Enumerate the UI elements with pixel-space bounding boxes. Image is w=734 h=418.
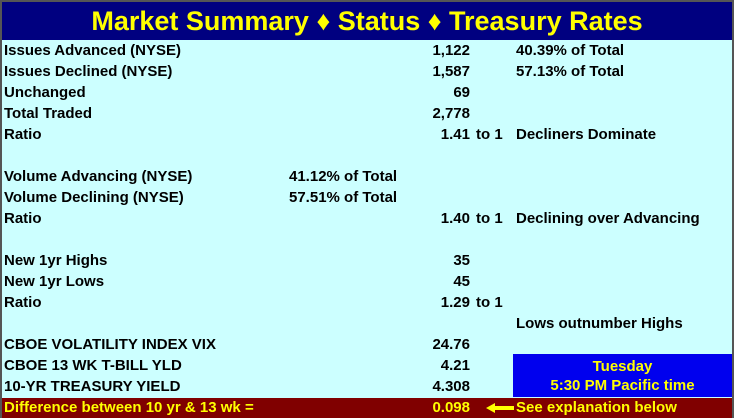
footer-note: See explanation below bbox=[516, 399, 677, 416]
page-title: Market Summary ♦ Status ♦ Treasury Rates bbox=[2, 2, 732, 40]
row-value: 4.21 bbox=[440, 357, 470, 374]
row-value: 2,778 bbox=[432, 105, 470, 122]
table-row: Volume Declining (NYSE) 57.51% of Total bbox=[2, 187, 732, 208]
timestamp-box: Tuesday 5:30 PM Pacific time bbox=[513, 354, 732, 397]
row-value: 1.41 bbox=[440, 126, 470, 143]
row-note: Lows outnumber Highs bbox=[516, 315, 683, 332]
day-label: Tuesday bbox=[592, 358, 653, 375]
table-row: Volume Advancing (NYSE) 41.12% of Total bbox=[2, 166, 732, 187]
table-row: CBOE 13 WK T-BILL YLD 4.21 bbox=[2, 355, 732, 376]
row-label: CBOE 13 WK T-BILL YLD bbox=[4, 357, 182, 374]
row-label: Total Traded bbox=[4, 105, 93, 122]
row-label: Ratio bbox=[4, 294, 42, 311]
row-label: Issues Advanced (NYSE) bbox=[4, 42, 182, 59]
row-label: New 1yr Lows bbox=[4, 273, 105, 290]
row-ratio-unit: to 1 bbox=[476, 294, 503, 311]
table-row: Lows outnumber Highs bbox=[2, 313, 732, 334]
row-label: Volume Declining (NYSE) bbox=[4, 189, 184, 206]
footer-label: Difference between 10 yr & 13 wk = bbox=[4, 399, 254, 416]
table-row: New 1yr Highs 35 bbox=[2, 250, 732, 271]
row-value: 69 bbox=[453, 84, 470, 101]
row-label: Ratio bbox=[4, 126, 42, 143]
left-arrow-icon bbox=[486, 403, 514, 413]
row-note: 57.13% of Total bbox=[516, 63, 625, 80]
table-row: Unchanged 69 bbox=[2, 82, 732, 103]
row-note: Declining over Advancing bbox=[516, 210, 700, 227]
table-row: Ratio 1.41 to 1 Decliners Dominate bbox=[2, 124, 732, 145]
row-ratio-unit: to 1 bbox=[476, 210, 503, 227]
table-row: Issues Declined (NYSE) 1,587 57.13% of Tot… bbox=[2, 61, 732, 82]
row-label: CBOE VOLATILITY INDEX VIX bbox=[4, 336, 216, 353]
table-row: Total Traded 2,778 bbox=[2, 103, 732, 124]
table-row: 10-YR TREASURY YIELD 4.308 bbox=[2, 376, 732, 397]
row-value: 1,587 bbox=[432, 63, 470, 80]
footer-bar: Difference between 10 yr & 13 wk = 0.098… bbox=[2, 398, 732, 418]
row-label: Unchanged bbox=[4, 84, 86, 101]
row-label: New 1yr Highs bbox=[4, 252, 108, 269]
footer-value: 0.098 bbox=[432, 399, 470, 416]
row-percent: 41.12% of Total bbox=[289, 168, 398, 185]
table-row bbox=[2, 229, 732, 250]
row-note: Decliners Dominate bbox=[516, 126, 657, 143]
row-value: 1.29 bbox=[440, 294, 470, 311]
table-row: CBOE VOLATILITY INDEX VIX 24.76 bbox=[2, 334, 732, 355]
row-value: 1.40 bbox=[440, 210, 470, 227]
row-value: 4.308 bbox=[432, 378, 470, 395]
table-row: Ratio 1.40 to 1 Declining over Advancing bbox=[2, 208, 732, 229]
row-label: Volume Advancing (NYSE) bbox=[4, 168, 193, 185]
table-row: Issues Advanced (NYSE) 1,122 40.39% of Tot… bbox=[2, 40, 732, 61]
row-percent: 57.51% of Total bbox=[289, 189, 398, 206]
row-label: Issues Declined (NYSE) bbox=[4, 63, 173, 80]
table-row: Ratio 1.29 to 1 bbox=[2, 292, 732, 313]
row-ratio-unit: to 1 bbox=[476, 126, 503, 143]
time-label: 5:30 PM Pacific time bbox=[550, 377, 695, 394]
row-label: Ratio bbox=[4, 210, 42, 227]
row-note: 40.39% of Total bbox=[516, 42, 625, 59]
table-row: New 1yr Lows 45 bbox=[2, 271, 732, 292]
row-value: 45 bbox=[453, 273, 470, 290]
row-value: 1,122 bbox=[432, 42, 470, 59]
row-value: 24.76 bbox=[432, 336, 470, 353]
table-row bbox=[2, 145, 732, 166]
row-label: 10-YR TREASURY YIELD bbox=[4, 378, 181, 395]
row-value: 35 bbox=[453, 252, 470, 269]
